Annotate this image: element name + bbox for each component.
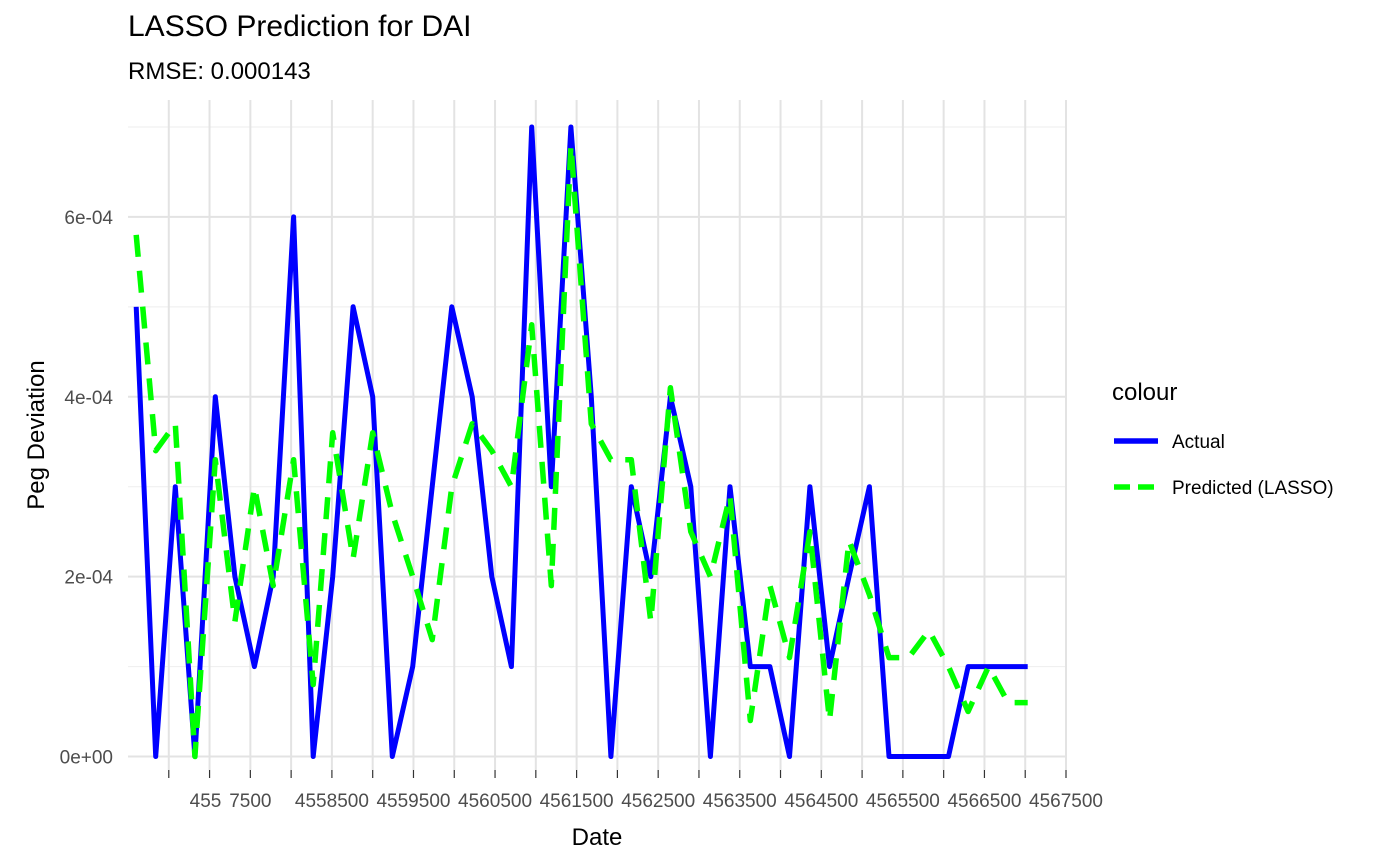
x-tick-label: 4566500 — [947, 791, 1021, 812]
x-tick-label: 4565500 — [866, 791, 940, 812]
y-tick-label: 0e+00 — [60, 748, 113, 769]
series-layer — [133, 124, 1028, 760]
x-tick-label: 4558500 — [295, 791, 369, 812]
legend-title: colour — [1112, 379, 1177, 406]
x-tick-label: 4567500 — [1029, 791, 1103, 812]
x-tick-label: 4562500 — [621, 791, 695, 812]
grid — [128, 100, 1067, 770]
x-tick-label: 4559500 — [376, 791, 450, 812]
x-tick-label: 4563500 — [703, 791, 777, 812]
legend-label: Actual — [1172, 432, 1225, 453]
x-tick-label: 455 — [190, 791, 222, 812]
axes: 0e+00 2e-04 4e-04 6e-04 455 7500 4558500 455950… — [23, 208, 1103, 851]
chart-subtitle: RMSE: 0.000143 — [128, 58, 311, 85]
series-line-predicted — [133, 142, 1028, 760]
x-axis-title: Date — [572, 824, 623, 851]
series-line-actual — [133, 124, 1028, 759]
x-tick-label: 7500 — [229, 791, 271, 812]
chart-title: LASSO Prediction for DAI — [128, 10, 472, 43]
y-tick-label: 2e-04 — [64, 568, 113, 589]
y-axis-title: Peg Deviation — [23, 360, 50, 509]
x-tick-label: 4564500 — [784, 791, 858, 812]
x-tick-label: 4561500 — [540, 791, 614, 812]
x-tick-label: 4560500 — [458, 791, 532, 812]
legend-label: Predicted (LASSO) — [1172, 478, 1334, 499]
y-tick-label: 6e-04 — [64, 208, 113, 229]
y-tick-label: 4e-04 — [64, 388, 113, 409]
legend: colour Actual Predicted (LASSO) — [1112, 379, 1334, 499]
